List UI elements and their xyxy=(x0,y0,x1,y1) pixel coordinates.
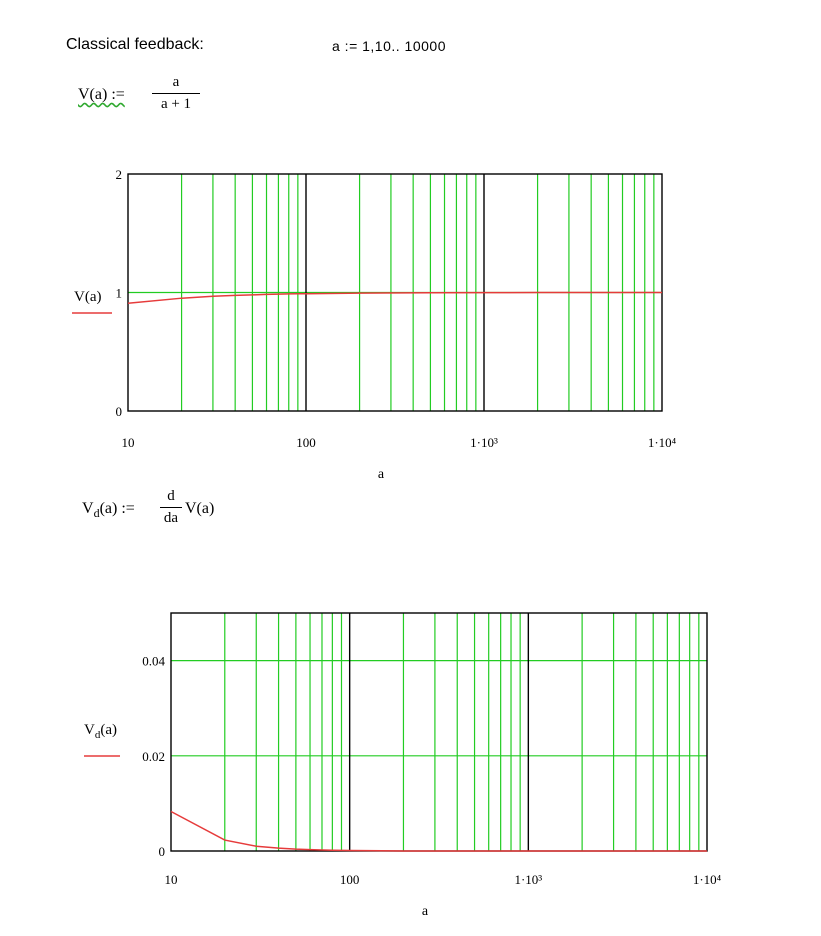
x-axis-label: a xyxy=(378,467,385,482)
definition-v: V(a) := xyxy=(78,86,125,104)
x-tick-label: 10 xyxy=(165,872,178,887)
x-tick-label: 1·10³ xyxy=(470,435,498,450)
x-tick-label: 1·10³ xyxy=(514,872,542,887)
y-axis-label: V(a) xyxy=(74,289,101,305)
y-tick-label: 0 xyxy=(116,404,123,419)
definition-v-lhs: V(a) := xyxy=(78,86,125,103)
y-tick-label: 1 xyxy=(116,286,123,301)
definition-vd-rhs: V(a) xyxy=(185,500,215,517)
derivative-numerator: d xyxy=(167,488,175,504)
definition-vd-arg: (a) := xyxy=(99,500,135,517)
x-tick-label: 100 xyxy=(296,435,316,450)
y-tick-label: 0.04 xyxy=(142,654,165,669)
series-line xyxy=(127,291,662,305)
range-definition: a := 1,10.. 10000 xyxy=(332,38,446,54)
x-tick-label: 1·10⁴ xyxy=(648,435,677,450)
fraction-denominator: a + 1 xyxy=(160,96,192,112)
derivative-denominator: da xyxy=(163,510,179,526)
x-axis-label: a xyxy=(422,904,429,919)
definition-vd-main: V xyxy=(82,500,94,517)
series-line xyxy=(170,810,707,852)
definition-vd-fraction: d da xyxy=(160,488,182,527)
y-tick-label: 0 xyxy=(159,844,166,859)
definition-vd: Vd(a) := xyxy=(82,500,135,521)
y-axis-label: Vd(a) xyxy=(84,722,117,741)
derivative-bar xyxy=(160,507,182,508)
x-tick-label: 100 xyxy=(340,872,360,887)
worksheet-heading: Classical feedback: xyxy=(66,36,204,53)
definition-v-fraction: a a + 1 xyxy=(152,74,200,113)
x-tick-label: 10 xyxy=(122,435,135,450)
fraction-numerator: a xyxy=(172,74,180,90)
x-tick-label: 1·10⁴ xyxy=(693,872,722,887)
definition-vd-sub: d xyxy=(93,506,100,521)
y-tick-label: 2 xyxy=(116,167,123,182)
fraction-bar xyxy=(152,93,200,94)
y-tick-label: 0.02 xyxy=(142,749,165,764)
plot-frame xyxy=(170,612,708,852)
